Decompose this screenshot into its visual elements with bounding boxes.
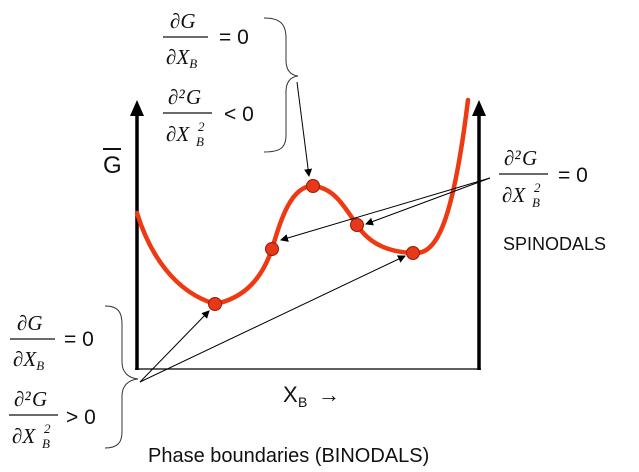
spinodals-label: SPINODALS [503, 234, 606, 254]
formula-second-derivative-positive-bottom: ∂² G ∂X B 2 > 0 [9, 387, 96, 451]
svg-text:2: 2 [534, 180, 541, 195]
svg-text:→: → [318, 382, 340, 407]
svg-text:B: B [298, 394, 307, 410]
svg-text:∂XB: ∂XB [13, 347, 44, 373]
arrow-to-binodal-right [139, 255, 406, 383]
svg-text:B: B [532, 195, 540, 210]
binodal-point-right [406, 246, 420, 260]
spinodal-point-right [350, 218, 364, 232]
y-axis-left-arrowhead [130, 100, 144, 116]
svg-text:= 0: = 0 [558, 164, 588, 187]
svg-text:2: 2 [44, 421, 51, 436]
svg-text:∂²: ∂² [168, 85, 185, 109]
svg-text:< 0: < 0 [224, 103, 254, 126]
maximum-point [306, 179, 320, 193]
svg-text:∂²: ∂² [504, 146, 521, 170]
axis-label-g: G [103, 152, 122, 179]
svg-text:∂X: ∂X [12, 424, 36, 448]
svg-text:G: G [186, 85, 201, 109]
axis-label-xb: X B → [283, 382, 340, 410]
svg-text:2: 2 [198, 119, 205, 134]
svg-text:∂XB: ∂XB [166, 45, 197, 71]
binodals-caption: Phase boundaries (BINODALS) [148, 445, 429, 467]
formula-second-derivative-negative-top: ∂² G ∂X B 2 < 0 [163, 85, 254, 149]
formula-first-derivative-zero-top: ∂G ∂XB = 0 [163, 9, 249, 71]
formula-first-derivative-zero-bottom: ∂G ∂XB = 0 [10, 311, 94, 373]
arrow-to-spinodal-left [280, 177, 491, 242]
svg-text:X: X [283, 382, 298, 407]
binodal-point-left [208, 297, 222, 311]
svg-text:∂X: ∂X [166, 122, 190, 146]
svg-text:∂G: ∂G [17, 311, 43, 335]
svg-text:= 0: = 0 [219, 26, 249, 49]
svg-text:= 0: = 0 [64, 328, 94, 351]
svg-text:G: G [32, 387, 47, 411]
svg-text:∂G: ∂G [170, 9, 196, 33]
arrow-to-maximum [296, 81, 313, 177]
top-brace [263, 17, 299, 153]
bottom-brace [104, 305, 139, 449]
svg-text:G: G [522, 146, 537, 170]
svg-text:B: B [42, 436, 50, 451]
arrow-to-spinodal-right [365, 177, 491, 226]
svg-text:> 0: > 0 [66, 406, 96, 429]
svg-text:∂²: ∂² [14, 387, 31, 411]
spinodal-point-left [265, 242, 279, 256]
formula-spinodal-condition: ∂² G ∂X B 2 = 0 [499, 146, 588, 210]
svg-text:∂X: ∂X [502, 183, 526, 207]
y-axis-right-arrowhead [472, 100, 486, 116]
arrow-to-binodal-left [139, 310, 210, 383]
svg-text:B: B [196, 134, 204, 149]
